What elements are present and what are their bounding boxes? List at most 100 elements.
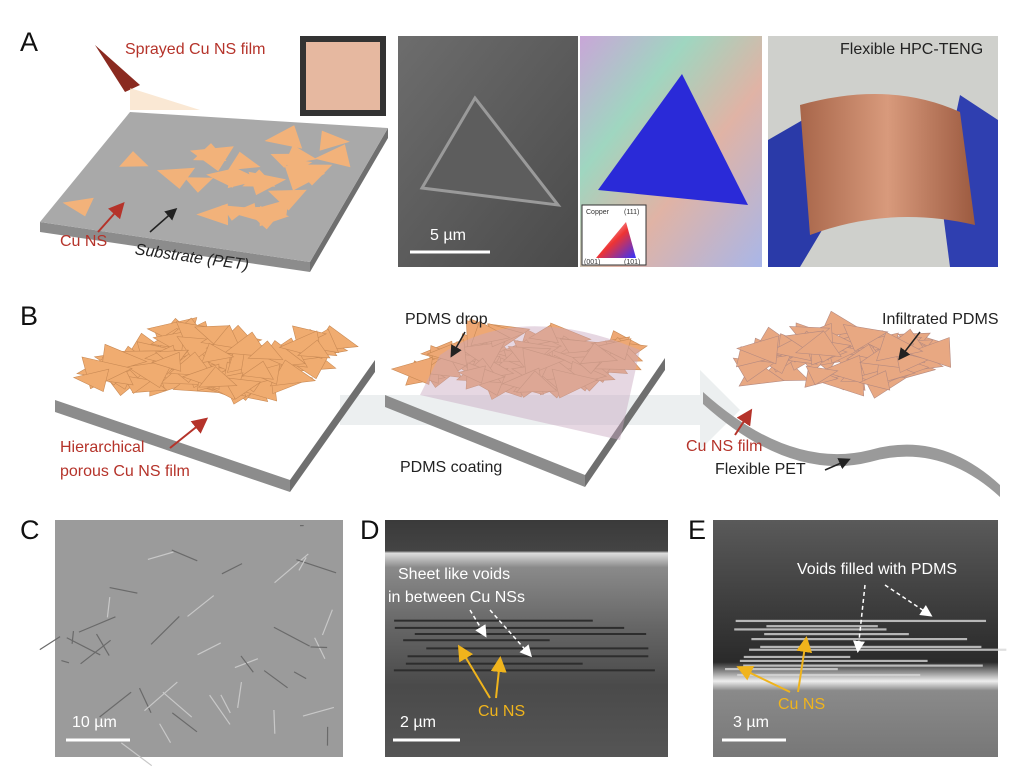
nanosheet — [458, 341, 506, 370]
layer — [749, 648, 1007, 651]
edge — [273, 710, 276, 734]
layer-void — [393, 669, 655, 672]
pdms-drop — [420, 326, 640, 440]
edge — [78, 616, 116, 633]
edge — [314, 637, 326, 659]
layer-void — [403, 639, 550, 642]
label: Cu NS — [478, 703, 525, 720]
edge — [321, 609, 333, 636]
nanosheet — [457, 365, 486, 384]
edge — [99, 691, 132, 718]
label: Hierarchical — [60, 439, 144, 456]
nanosheet — [736, 335, 779, 365]
edge — [159, 723, 172, 743]
edge — [209, 694, 231, 725]
schematic-a — [40, 45, 388, 272]
nanosheet — [551, 368, 599, 399]
edge — [147, 551, 174, 560]
edge — [71, 630, 75, 644]
nanosheet — [264, 125, 303, 149]
layer — [743, 655, 851, 659]
edge — [221, 563, 243, 575]
edge — [310, 646, 328, 649]
edge — [240, 655, 254, 673]
nanosheet — [579, 342, 619, 364]
scale-bar-label: 2 µm — [400, 714, 436, 731]
nanosheet — [192, 143, 227, 161]
edge — [274, 553, 309, 584]
layer — [734, 628, 887, 631]
panel-letter: D — [360, 515, 380, 545]
legend-title: Copper — [586, 209, 610, 216]
label: Flexible HPC-TENG — [840, 41, 983, 58]
nanosheet — [596, 338, 632, 361]
panel-letter: C — [20, 515, 40, 545]
nanosheet — [62, 197, 94, 217]
label: Infiltrated PDMS — [882, 311, 998, 328]
nanosheet — [241, 360, 274, 380]
edge — [273, 626, 310, 647]
nanosheet — [297, 339, 331, 359]
legend-label: (111) — [624, 209, 639, 216]
label: in between Cu NSs — [388, 589, 525, 606]
layer-void — [405, 662, 583, 665]
nanosheet — [156, 167, 196, 189]
panel-letter: A — [20, 27, 38, 57]
edge — [298, 557, 307, 571]
nanosheet — [196, 203, 228, 226]
nanosheet — [819, 354, 864, 384]
nanosheet — [858, 370, 891, 391]
edge — [120, 742, 153, 767]
nanosheet — [314, 144, 351, 168]
nanosheet — [248, 171, 287, 196]
edge — [293, 671, 307, 680]
label: Cu NS — [778, 696, 825, 713]
layer-void — [394, 626, 625, 629]
nanosheet — [267, 189, 307, 211]
panel-letter: E — [688, 515, 706, 545]
legend-label: (001) — [584, 259, 600, 266]
edge — [197, 642, 222, 656]
sem-texture — [39, 524, 337, 767]
edge — [162, 691, 193, 718]
edge — [302, 706, 335, 717]
nanosheet — [247, 340, 284, 360]
nanosheet — [72, 368, 110, 393]
layer-void — [414, 632, 647, 635]
layer — [760, 645, 982, 649]
nanosheet — [390, 356, 433, 385]
layer — [764, 633, 909, 636]
edge — [95, 633, 110, 656]
nanosheet — [151, 351, 182, 372]
nanosheet — [184, 177, 214, 193]
nanosheet — [522, 347, 566, 377]
legend-label: (101) — [624, 259, 640, 266]
film-inset — [306, 42, 380, 110]
layer-void — [394, 619, 593, 622]
nanosheet — [227, 166, 262, 189]
label: Sheet like voids — [398, 566, 510, 583]
label: PDMS drop — [405, 311, 488, 328]
schematic-b — [55, 310, 1000, 497]
layer — [737, 673, 921, 677]
nanosheet — [119, 151, 149, 167]
edge — [106, 596, 111, 618]
nanosheet — [906, 337, 952, 368]
layer — [743, 664, 983, 667]
label: Flexible PET — [715, 461, 806, 478]
scale-bar-label: 3 µm — [733, 714, 769, 731]
scale-bar-label: 5 µm — [430, 227, 466, 244]
edge — [171, 549, 198, 562]
scale-bar-label: 10 µm — [72, 714, 117, 731]
nanosheet — [292, 164, 333, 186]
nanosheet — [515, 370, 558, 393]
label: Sprayed Cu NS film — [125, 41, 266, 58]
edge — [220, 694, 231, 714]
edge — [39, 636, 61, 651]
nanosheet — [270, 153, 298, 168]
nanosheet — [470, 321, 511, 346]
nanosheet — [201, 342, 235, 364]
edge — [150, 616, 180, 645]
edge — [109, 586, 138, 594]
